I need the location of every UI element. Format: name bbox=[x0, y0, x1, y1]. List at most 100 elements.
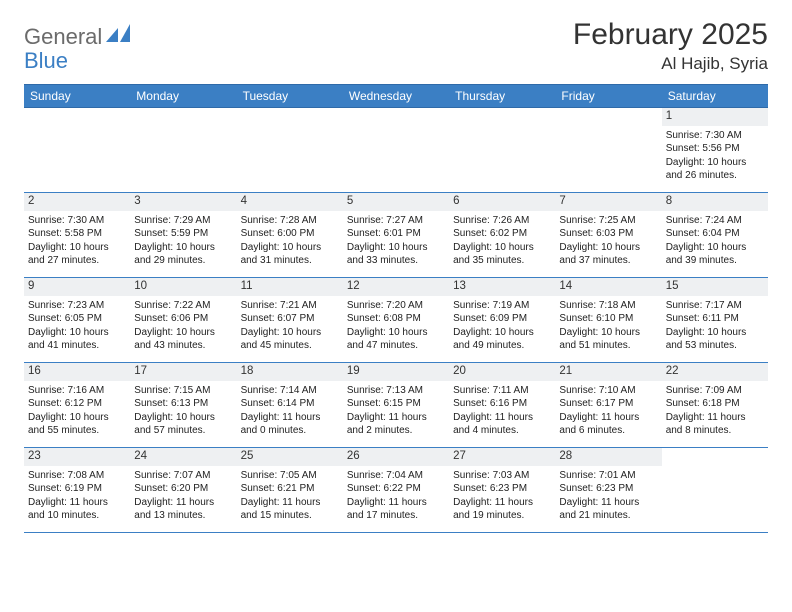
logo: General bbox=[24, 18, 132, 50]
daylight-text: and 31 minutes. bbox=[241, 254, 339, 268]
daylight-text: Daylight: 10 hours bbox=[28, 411, 126, 425]
daylight-text: Daylight: 10 hours bbox=[453, 241, 551, 255]
sunset-text: Sunset: 6:02 PM bbox=[453, 227, 551, 241]
daylight-text: Daylight: 10 hours bbox=[241, 326, 339, 340]
sunrise-text: Sunrise: 7:24 AM bbox=[666, 214, 764, 228]
sunset-text: Sunset: 5:59 PM bbox=[134, 227, 232, 241]
day-number: 25 bbox=[237, 448, 343, 466]
daylight-text: and 47 minutes. bbox=[347, 339, 445, 353]
day-number: 10 bbox=[130, 278, 236, 296]
daylight-text: and 45 minutes. bbox=[241, 339, 339, 353]
sunset-text: Sunset: 6:21 PM bbox=[241, 482, 339, 496]
daylight-text: and 21 minutes. bbox=[559, 509, 657, 523]
weekday-header-row: Sunday Monday Tuesday Wednesday Thursday… bbox=[24, 84, 768, 108]
day-cell: 12Sunrise: 7:20 AMSunset: 6:08 PMDayligh… bbox=[343, 278, 449, 362]
calendar-grid: Sunday Monday Tuesday Wednesday Thursday… bbox=[24, 84, 768, 533]
daylight-text: and 57 minutes. bbox=[134, 424, 232, 438]
day-number: 23 bbox=[24, 448, 130, 466]
week-row: 1Sunrise: 7:30 AMSunset: 5:56 PMDaylight… bbox=[24, 108, 768, 193]
day-number: 9 bbox=[24, 278, 130, 296]
day-number: 7 bbox=[555, 193, 661, 211]
daylight-text: Daylight: 11 hours bbox=[559, 411, 657, 425]
day-number: 28 bbox=[555, 448, 661, 466]
day-number: 19 bbox=[343, 363, 449, 381]
sunrise-text: Sunrise: 7:30 AM bbox=[666, 129, 764, 143]
daylight-text: and 4 minutes. bbox=[453, 424, 551, 438]
day-cell: 20Sunrise: 7:11 AMSunset: 6:16 PMDayligh… bbox=[449, 363, 555, 447]
day-number: 24 bbox=[130, 448, 236, 466]
sunset-text: Sunset: 6:17 PM bbox=[559, 397, 657, 411]
daylight-text: and 49 minutes. bbox=[453, 339, 551, 353]
day-number: 15 bbox=[662, 278, 768, 296]
sunrise-text: Sunrise: 7:20 AM bbox=[347, 299, 445, 313]
daylight-text: and 41 minutes. bbox=[28, 339, 126, 353]
daylight-text: and 6 minutes. bbox=[559, 424, 657, 438]
daylight-text: Daylight: 11 hours bbox=[28, 496, 126, 510]
day-number: 6 bbox=[449, 193, 555, 211]
daylight-text: and 10 minutes. bbox=[28, 509, 126, 523]
day-cell: 5Sunrise: 7:27 AMSunset: 6:01 PMDaylight… bbox=[343, 193, 449, 277]
daylight-text: and 27 minutes. bbox=[28, 254, 126, 268]
daylight-text: and 26 minutes. bbox=[666, 169, 764, 183]
day-cell: 16Sunrise: 7:16 AMSunset: 6:12 PMDayligh… bbox=[24, 363, 130, 447]
sunrise-text: Sunrise: 7:23 AM bbox=[28, 299, 126, 313]
day-cell: 26Sunrise: 7:04 AMSunset: 6:22 PMDayligh… bbox=[343, 448, 449, 532]
sunrise-text: Sunrise: 7:29 AM bbox=[134, 214, 232, 228]
daylight-text: Daylight: 11 hours bbox=[559, 496, 657, 510]
daylight-text: Daylight: 11 hours bbox=[453, 496, 551, 510]
sunset-text: Sunset: 6:07 PM bbox=[241, 312, 339, 326]
daylight-text: Daylight: 10 hours bbox=[134, 411, 232, 425]
day-cell: 24Sunrise: 7:07 AMSunset: 6:20 PMDayligh… bbox=[130, 448, 236, 532]
day-number: 2 bbox=[24, 193, 130, 211]
daylight-text: Daylight: 11 hours bbox=[347, 496, 445, 510]
sunset-text: Sunset: 6:10 PM bbox=[559, 312, 657, 326]
day-cell bbox=[662, 448, 768, 532]
day-cell bbox=[130, 108, 236, 192]
logo-text-general: General bbox=[24, 24, 102, 50]
sunrise-text: Sunrise: 7:25 AM bbox=[559, 214, 657, 228]
daylight-text: Daylight: 10 hours bbox=[28, 326, 126, 340]
daylight-text: and 2 minutes. bbox=[347, 424, 445, 438]
sunset-text: Sunset: 6:15 PM bbox=[347, 397, 445, 411]
day-number: 5 bbox=[343, 193, 449, 211]
sunrise-text: Sunrise: 7:09 AM bbox=[666, 384, 764, 398]
week-row: 2Sunrise: 7:30 AMSunset: 5:58 PMDaylight… bbox=[24, 193, 768, 278]
day-cell: 23Sunrise: 7:08 AMSunset: 6:19 PMDayligh… bbox=[24, 448, 130, 532]
day-number: 26 bbox=[343, 448, 449, 466]
sunset-text: Sunset: 6:05 PM bbox=[28, 312, 126, 326]
day-cell bbox=[343, 108, 449, 192]
day-cell: 28Sunrise: 7:01 AMSunset: 6:23 PMDayligh… bbox=[555, 448, 661, 532]
daylight-text: and 13 minutes. bbox=[134, 509, 232, 523]
day-cell: 19Sunrise: 7:13 AMSunset: 6:15 PMDayligh… bbox=[343, 363, 449, 447]
sunset-text: Sunset: 6:03 PM bbox=[559, 227, 657, 241]
sunset-text: Sunset: 6:09 PM bbox=[453, 312, 551, 326]
day-cell: 9 Sunrise: 7:23 AMSunset: 6:05 PMDaylight… bbox=[24, 278, 130, 362]
sunrise-text: Sunrise: 7:16 AM bbox=[28, 384, 126, 398]
daylight-text: and 33 minutes. bbox=[347, 254, 445, 268]
daylight-text: Daylight: 11 hours bbox=[347, 411, 445, 425]
sunset-text: Sunset: 6:16 PM bbox=[453, 397, 551, 411]
sunset-text: Sunset: 5:56 PM bbox=[666, 142, 764, 156]
day-number: 1 bbox=[662, 108, 768, 126]
daylight-text: Daylight: 10 hours bbox=[559, 241, 657, 255]
weekday-heading: Monday bbox=[130, 85, 236, 107]
weekday-heading: Wednesday bbox=[343, 85, 449, 107]
daylight-text: Daylight: 10 hours bbox=[241, 241, 339, 255]
sunrise-text: Sunrise: 7:08 AM bbox=[28, 469, 126, 483]
day-number: 3 bbox=[130, 193, 236, 211]
weekday-heading: Saturday bbox=[662, 85, 768, 107]
sunset-text: Sunset: 6:04 PM bbox=[666, 227, 764, 241]
day-cell: 1Sunrise: 7:30 AMSunset: 5:56 PMDaylight… bbox=[662, 108, 768, 192]
day-number: 21 bbox=[555, 363, 661, 381]
sunrise-text: Sunrise: 7:14 AM bbox=[241, 384, 339, 398]
sunrise-text: Sunrise: 7:19 AM bbox=[453, 299, 551, 313]
sunset-text: Sunset: 6:18 PM bbox=[666, 397, 764, 411]
daylight-text: and 0 minutes. bbox=[241, 424, 339, 438]
daylight-text: and 17 minutes. bbox=[347, 509, 445, 523]
daylight-text: and 8 minutes. bbox=[666, 424, 764, 438]
day-number: 11 bbox=[237, 278, 343, 296]
sunrise-text: Sunrise: 7:28 AM bbox=[241, 214, 339, 228]
day-cell: 17Sunrise: 7:15 AMSunset: 6:13 PMDayligh… bbox=[130, 363, 236, 447]
daylight-text: and 55 minutes. bbox=[28, 424, 126, 438]
sunrise-text: Sunrise: 7:30 AM bbox=[28, 214, 126, 228]
